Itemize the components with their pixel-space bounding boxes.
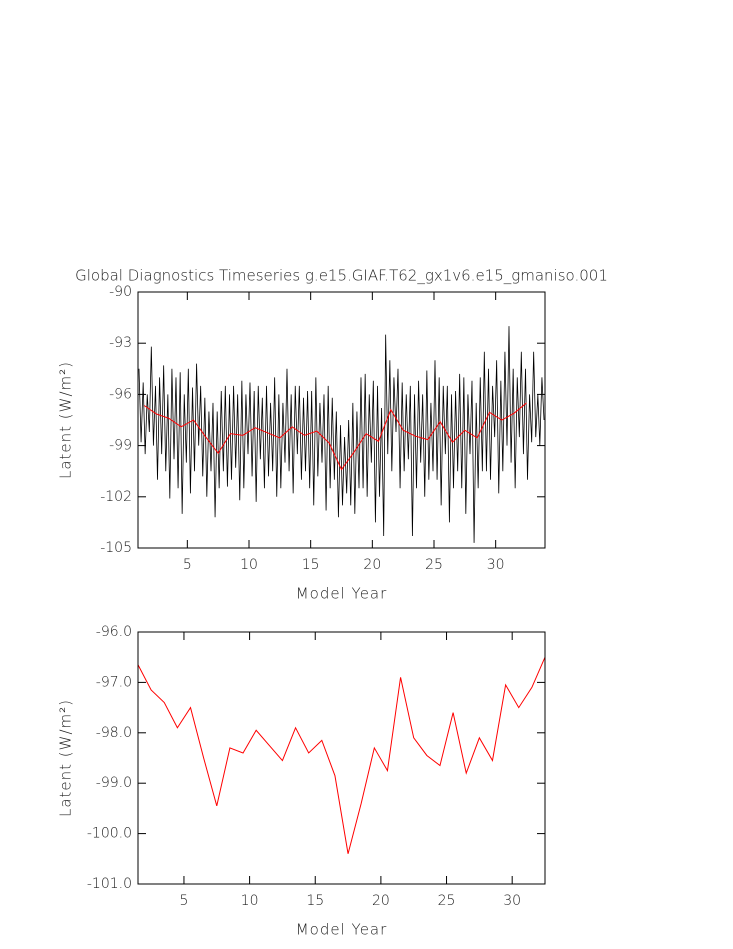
x-axis-label: Model Year (296, 585, 388, 603)
y-tick-label: -99 (109, 438, 132, 454)
x-tick-label: 15 (306, 893, 324, 909)
x-tick-label: 30 (503, 893, 521, 909)
y-tick-label: -96 (109, 386, 132, 402)
y-tick-label: -93 (109, 335, 132, 351)
y-tick-label: -97.0 (96, 674, 132, 690)
y-tick-label: -105 (100, 540, 132, 556)
plot-frame (137, 291, 546, 549)
series-line (137, 657, 546, 854)
x-tick-label: 5 (183, 557, 192, 573)
series-line (138, 326, 545, 543)
x-tick-label: 5 (179, 893, 188, 909)
y-tick-label: -99.0 (96, 775, 132, 791)
x-tick-label: 20 (363, 557, 381, 573)
y-tick-label: -101.0 (87, 876, 132, 892)
x-tick-label: 25 (425, 557, 443, 573)
x-tick-label: 25 (438, 893, 456, 909)
y-tick-label: -102 (100, 489, 132, 505)
y-axis-label: Latent (W/m²) (57, 699, 75, 817)
chart-title: Global Diagnostics Timeseries g.e15.GIAF… (75, 267, 608, 285)
x-tick-label: 30 (487, 557, 505, 573)
series-line (143, 402, 527, 471)
y-tick-label: -98.0 (96, 725, 132, 741)
x-axis-label: Model Year (296, 921, 388, 939)
x-tick-label: 10 (240, 557, 258, 573)
y-tick-label: -96.0 (96, 624, 132, 640)
y-axis-label: Latent (W/m²) (57, 361, 75, 479)
plot-frame (137, 631, 546, 885)
x-tick-label: 20 (372, 893, 390, 909)
y-tick-label: -100.0 (87, 826, 132, 842)
x-tick-label: 15 (302, 557, 320, 573)
x-tick-label: 10 (241, 893, 259, 909)
y-tick-label: -90 (109, 284, 132, 300)
